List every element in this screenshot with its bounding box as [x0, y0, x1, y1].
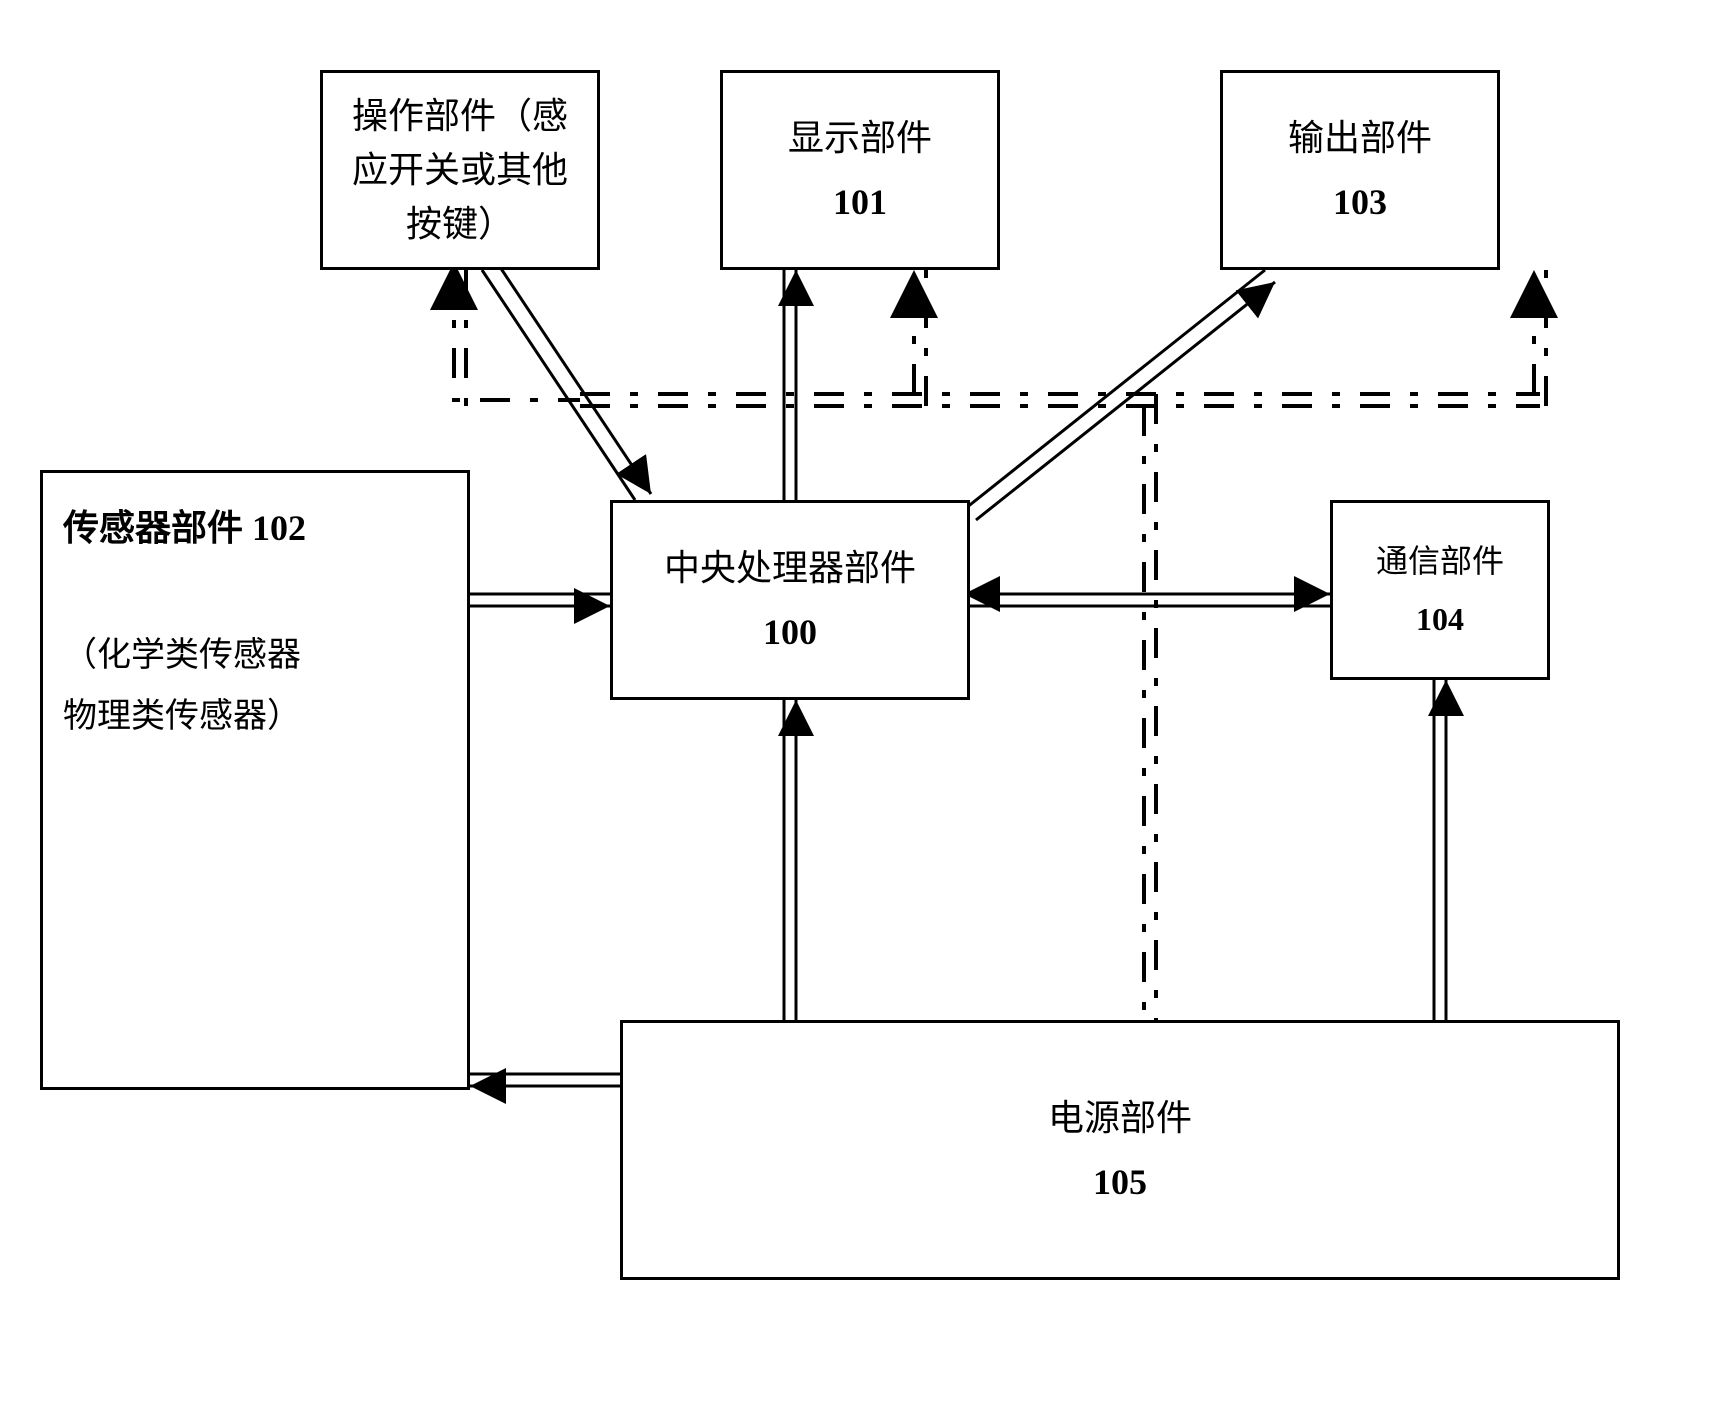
- display-id: 101: [833, 175, 887, 229]
- node-sensor: 传感器部件 102 （化学类传感器 物理类传感器）: [40, 470, 470, 1090]
- power-label: 电源部件: [1048, 1091, 1192, 1145]
- output-id: 103: [1333, 175, 1387, 229]
- output-label: 输出部件: [1288, 111, 1432, 165]
- sensor-sub2: 物理类传感器）: [63, 686, 301, 747]
- node-operation: 操作部件（感应开关或其他按键）: [320, 70, 600, 270]
- sensor-sub1: （化学类传感器: [63, 625, 301, 686]
- comm-label: 通信部件: [1376, 537, 1504, 585]
- node-power: 电源部件 105: [620, 1020, 1620, 1280]
- cpu-label: 中央处理器部件: [664, 541, 916, 595]
- sensor-title: 传感器部件 102: [63, 501, 306, 555]
- diagram-canvas: 操作部件（感应开关或其他按键） 显示部件 101 输出部件 103 传感器部件 …: [20, 20, 1714, 1399]
- node-display: 显示部件 101: [720, 70, 1000, 270]
- power-id: 105: [1093, 1155, 1147, 1209]
- node-cpu: 中央处理器部件 100: [610, 500, 970, 700]
- comm-id: 104: [1416, 595, 1464, 643]
- operation-label: 操作部件（感应开关或其他按键）: [335, 89, 585, 251]
- display-label: 显示部件: [788, 111, 932, 165]
- cpu-id: 100: [763, 605, 817, 659]
- node-comm: 通信部件 104: [1330, 500, 1550, 680]
- node-output: 输出部件 103: [1220, 70, 1500, 270]
